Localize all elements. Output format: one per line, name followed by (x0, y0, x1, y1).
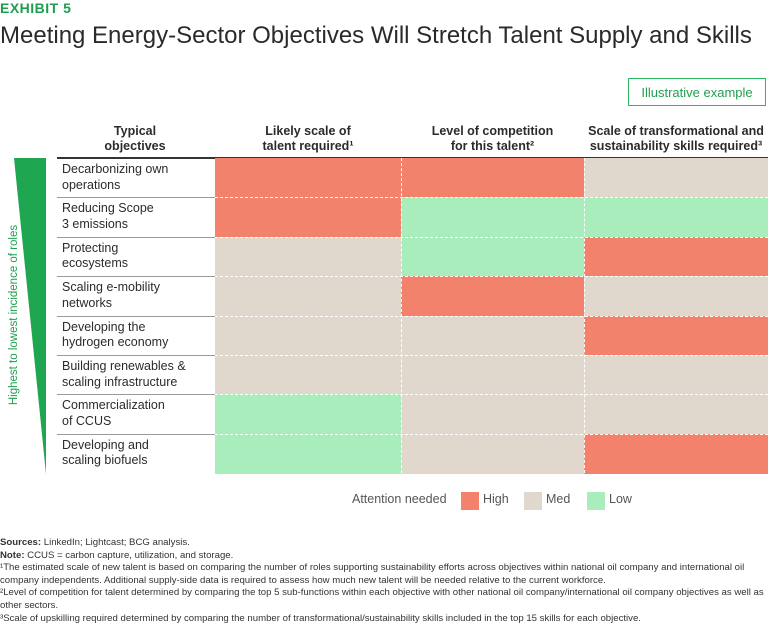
row-label: Building renewables & scaling infrastruct… (62, 359, 186, 390)
row-label-line: Scaling e-mobility (62, 280, 160, 295)
row-separator-dashed (215, 355, 768, 356)
heatmap-cell (215, 236, 401, 277)
column-header-line: Level of competition (431, 124, 554, 138)
table-top-rule (57, 157, 768, 159)
heatmap-cell (584, 433, 768, 474)
legend-swatch-low (587, 492, 605, 510)
row-separator-dashed (215, 394, 768, 396)
row-label-line: ecosystems (62, 256, 128, 271)
heatmap-cell (584, 315, 768, 356)
heatmap-cell (215, 315, 401, 356)
column-header-competition: Level of competition for this talent² (401, 124, 584, 154)
row-label-line: Developing the (62, 319, 146, 334)
note-label: Note: (0, 549, 25, 561)
row-label: Protecting ecosystems (62, 241, 128, 272)
legend-swatch-med (524, 492, 542, 510)
row-label-line: hydrogen economy (62, 335, 169, 350)
heatmap-cell (401, 236, 584, 277)
heatmap-cell (215, 355, 401, 395)
heatmap-cell (215, 394, 401, 435)
row-separator-dashed (215, 197, 768, 199)
row-label-line: Commercialization (62, 398, 165, 413)
sources-label: Sources: (0, 537, 42, 548)
row-label-line: scaling biofuels (62, 453, 148, 468)
heatmap-cell (584, 394, 768, 435)
heatmap-cell (215, 158, 401, 198)
row-label: Commercialization of CCUS (62, 398, 165, 429)
heatmap-cell (401, 433, 584, 474)
row-separator (57, 433, 215, 435)
row-separator-dashed (215, 315, 768, 317)
footnote-2: ²Level of competition for talent determi… (0, 587, 764, 611)
legend-label-high: High (483, 492, 509, 506)
row-separator (57, 315, 215, 317)
row-label: Decarbonizing own operations (62, 162, 168, 193)
row-label-line: Reducing Scope (62, 201, 154, 216)
heatmap-cell (215, 433, 401, 474)
legend-label-med: Med (546, 492, 571, 506)
row-label-line: operations (62, 177, 121, 192)
row-label-line: scaling infrastructure (62, 374, 178, 389)
row-label: Reducing Scope 3 emissions (62, 201, 154, 232)
wedge-shape (14, 158, 46, 474)
heatmap-cell (401, 315, 584, 356)
row-label-line: Decarbonizing own (62, 162, 169, 176)
row-label-line: Protecting (62, 240, 119, 255)
row-separator (57, 197, 215, 199)
row-separator (57, 394, 215, 396)
incidence-wedge (14, 158, 46, 474)
row-label-line: Developing and (62, 437, 149, 452)
footnote-1: ¹The estimated scale of new talent is ba… (0, 562, 745, 586)
heatmap-cell (215, 197, 401, 238)
row-separator-dashed (215, 433, 768, 435)
heatmap-cell (401, 355, 584, 395)
legend-title: Attention needed (352, 492, 447, 506)
row-separator (57, 355, 215, 356)
heatmap-cell (584, 276, 768, 317)
row-label-line: networks (62, 295, 113, 310)
sources-line: Sources: LinkedIn; Lightcast; BCG analys… (0, 537, 768, 550)
column-header-skills: Scale of transformational and sustainabi… (580, 124, 768, 154)
column-header-line: for this talent² (450, 139, 535, 153)
note-text: CCUS = carbon capture, utilization, and … (24, 549, 234, 561)
heatmap-cell (401, 158, 584, 198)
row-header: Typical objectives (95, 124, 175, 154)
row-separator (57, 276, 215, 278)
row-label: Developing the hydrogen economy (62, 320, 168, 351)
row-header-line: Typical (113, 124, 157, 138)
row-separator-dashed (215, 236, 768, 238)
legend-swatch-high (461, 492, 479, 510)
row-header-line: objectives (104, 139, 166, 153)
illustrative-badge: Illustrative example (628, 78, 766, 106)
row-label-line: Building renewables & (62, 359, 186, 373)
column-header-line: Likely scale of (265, 124, 351, 138)
column-header-talent-scale: Likely scale of talent required¹ (215, 124, 401, 154)
row-label-line: 3 emissions (62, 216, 128, 231)
legend-label-low: Low (609, 492, 632, 506)
row-label: Developing and scaling biofuels (62, 438, 149, 469)
sources-text: LinkedIn; Lightcast; BCG analysis. (41, 537, 190, 548)
y-axis-label: Highest to lowest incidence of roles (8, 224, 21, 406)
row-label: Scaling e-mobility networks (62, 280, 160, 311)
note-line: Note: CCUS = carbon capture, utilization… (0, 550, 768, 563)
row-separator (57, 236, 215, 238)
column-header-line: sustainability skills required³ (589, 139, 763, 153)
footnotes: Sources: LinkedIn; Lightcast; BCG analys… (0, 537, 768, 625)
row-label-line: of CCUS (62, 413, 112, 428)
heatmap-cell (584, 355, 768, 395)
heatmap-cell (401, 197, 584, 238)
heatmap-cell (584, 158, 768, 198)
column-header-line: Scale of transformational and (588, 124, 764, 138)
heatmap-cell (401, 276, 584, 317)
heatmap-cell (215, 276, 401, 317)
heatmap-cell (584, 236, 768, 277)
footnote-3: ³Scale of upskilling required determined… (0, 612, 641, 624)
chart-title: Meeting Energy-Sector Objectives Will St… (0, 22, 752, 49)
row-separator-dashed (215, 276, 768, 278)
column-header-line: talent required¹ (262, 139, 354, 153)
heatmap-cell (401, 394, 584, 435)
exhibit-label: EXHIBIT 5 (0, 0, 72, 16)
heatmap-cell (584, 197, 768, 238)
